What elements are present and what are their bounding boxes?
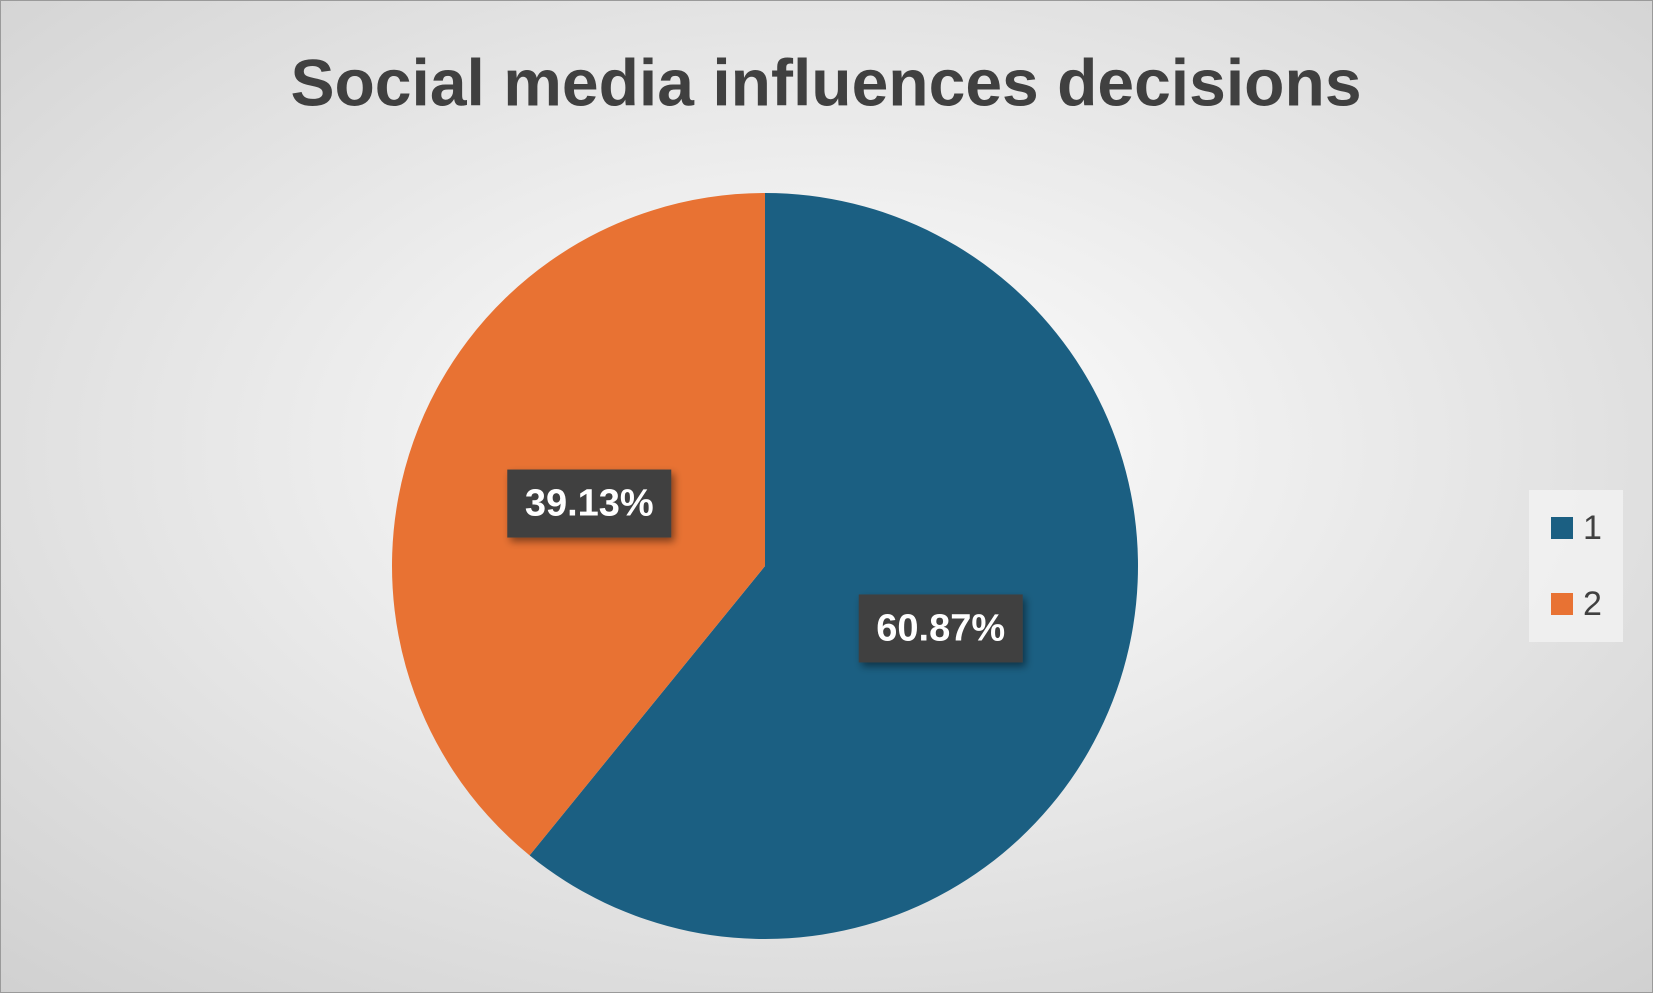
legend-swatch [1551,517,1573,539]
legend-label: 1 [1583,509,1602,547]
legend-label: 2 [1583,585,1602,623]
pie-slice [529,193,1138,939]
data-label-box [507,469,672,538]
data-label-box [858,594,1023,663]
legend-swatch [1551,593,1573,615]
data-label: 60.87% [876,607,1005,649]
data-label: 39.13% [525,483,654,525]
legend-box [1529,490,1623,642]
chart-title: Social media influences decisions [290,45,1361,119]
